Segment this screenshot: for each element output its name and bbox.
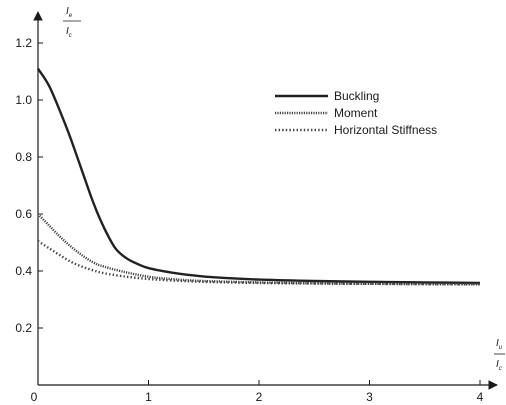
y-tick-label: 0.2 [15, 321, 32, 335]
x-tick-label: 4 [477, 390, 484, 404]
legend-label: Buckling [334, 89, 379, 103]
x-tick-label: 2 [256, 390, 263, 404]
y-label-den: Ic [66, 26, 72, 39]
x-tick-label: 1 [145, 390, 152, 404]
series-line-moment [37, 213, 481, 286]
legend-label: Moment [334, 106, 378, 120]
y-tick-label: 0.6 [15, 207, 32, 221]
series-line-buckling [36, 67, 481, 285]
x-tick-label: 0 [31, 390, 38, 404]
y-label-num: Ie [66, 6, 73, 19]
y-tick-label: 0.4 [15, 264, 32, 278]
y-tick-label: 0.8 [15, 150, 32, 164]
y-tick-label: 1.0 [15, 93, 32, 107]
legend-label: Horizontal Stiffness [334, 123, 437, 137]
y-axis-label: Ie Ic [63, 6, 81, 39]
x-ticks: 0 1 2 3 4 [31, 380, 484, 404]
x-tick-label: 3 [366, 390, 373, 404]
y-tick-label: 1.2 [15, 36, 32, 50]
x-label-den: Ic [496, 359, 502, 372]
legend: Buckling Moment Horizontal Stiffness [275, 89, 437, 137]
x-label-num: Iu [496, 338, 503, 351]
x-axis-label: Iu Ic [494, 338, 505, 372]
series-line-horizontal-stiffness [37, 240, 481, 286]
y-ticks: 0.2 0.4 0.6 0.8 1.0 1.2 [15, 36, 43, 335]
series-layer [36, 67, 481, 286]
